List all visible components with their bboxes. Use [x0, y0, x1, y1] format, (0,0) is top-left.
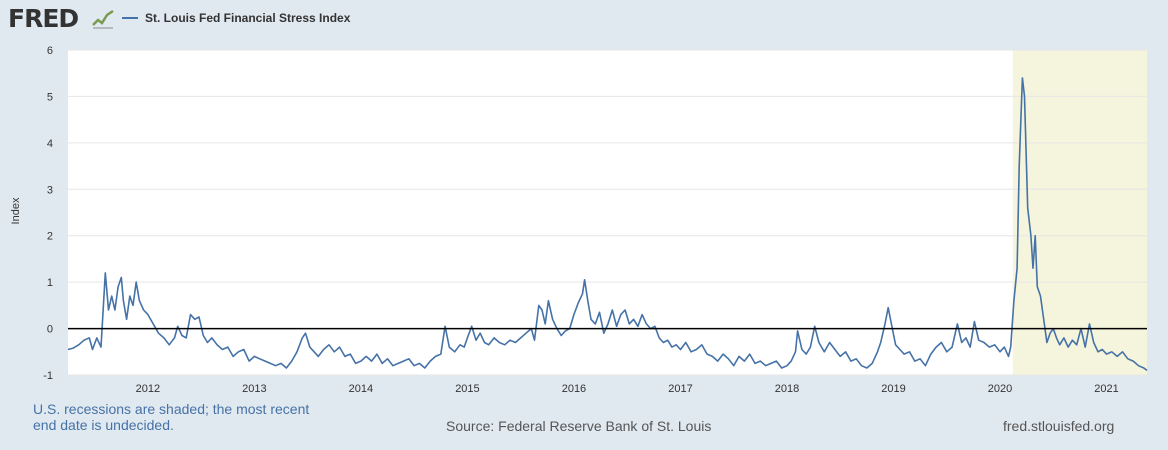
- x-tick-label: 2013: [242, 383, 266, 395]
- x-tick-labels-group: 2012 2013 2014 2015 2016 2017 2018 2019 2020 2021: [136, 383, 1119, 395]
- y-tick-label: 0: [47, 324, 53, 336]
- x-tick-label: 2021: [1094, 383, 1118, 395]
- x-tick-label: 2015: [455, 383, 479, 395]
- x-tick-label: 2018: [775, 383, 799, 395]
- series-line: [67, 77, 1148, 372]
- x-tick-label: 2017: [668, 383, 692, 395]
- site-link[interactable]: fred.stlouisfed.org: [1003, 418, 1115, 434]
- legend-swatch: [122, 17, 138, 19]
- gridlines-group: [68, 49, 1147, 376]
- trend-line-icon: [91, 9, 115, 29]
- y-tick-label: 1: [47, 277, 53, 289]
- y-tick-label: 2: [47, 231, 53, 243]
- y-tick-label: 6: [47, 45, 53, 57]
- recession-band: [1012, 50, 1147, 375]
- recession-shading-group: [1012, 50, 1147, 375]
- recession-note: U.S. recessions are shaded; the most rec…: [33, 401, 333, 433]
- plot-background: [68, 50, 1147, 375]
- chart-legend: St. Louis Fed Financial Stress Index: [122, 11, 350, 25]
- y-tick-label: -1: [43, 370, 53, 382]
- y-tick-label: 3: [47, 184, 53, 196]
- recession-note-line-1: U.S. recessions are shaded; the most rec…: [33, 401, 310, 417]
- legend-label: St. Louis Fed Financial Stress Index: [145, 11, 351, 25]
- y-tick-labels-group: -1 0 1 2 3 4 5 6: [43, 45, 53, 382]
- y-tick-label: 5: [47, 91, 53, 103]
- x-tick-label: 2012: [136, 383, 160, 395]
- recession-note-line-2: end date is undecided.: [33, 417, 174, 433]
- y-tick-label: 4: [47, 138, 53, 150]
- source-text: Source: Federal Reserve Bank of St. Loui…: [446, 418, 712, 434]
- fred-logo-text[interactable]: FRED: [8, 4, 79, 33]
- x-tick-label: 2016: [562, 383, 586, 395]
- x-tick-label: 2019: [881, 383, 905, 395]
- x-tick-label: 2020: [988, 383, 1012, 395]
- series-group: [67, 77, 1148, 372]
- x-tick-label: 2014: [349, 383, 373, 395]
